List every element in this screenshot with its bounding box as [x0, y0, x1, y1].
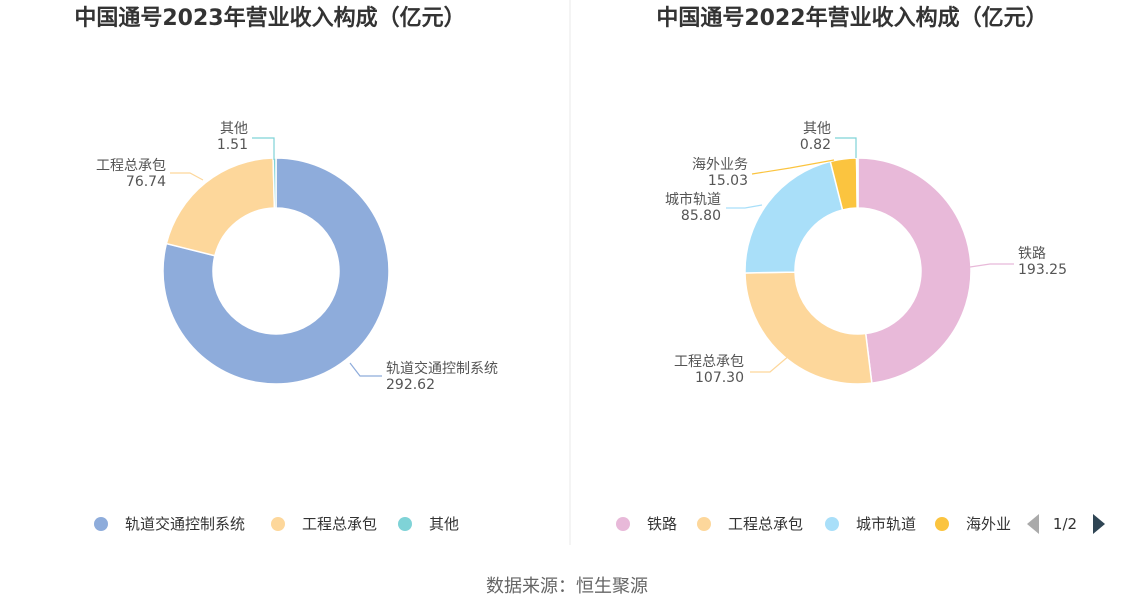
- legend-label[interactable]: 工程总承包: [728, 515, 803, 533]
- chart-title-2022: 中国通号2022年营业收入构成（亿元）: [656, 5, 1047, 31]
- slice-category-label: 工程总承包: [96, 158, 166, 174]
- donut-slice-0[interactable]: [857, 157, 972, 384]
- legend-marker[interactable]: [94, 517, 108, 531]
- slice-value-label: 1.51: [217, 137, 248, 153]
- slice-value-label: 193.25: [1018, 262, 1067, 278]
- label-leader-line: [969, 263, 1014, 268]
- legend-marker[interactable]: [398, 517, 412, 531]
- slice-category-label: 铁路: [1018, 246, 1046, 262]
- legend-label[interactable]: 海外业: [966, 515, 1011, 533]
- donut-slice-1[interactable]: [744, 271, 873, 385]
- legend-label[interactable]: 轨道交通控制系统: [125, 515, 245, 533]
- legend-next-icon[interactable]: [1093, 514, 1105, 534]
- legend-pager: 1/2: [1027, 514, 1105, 534]
- legend-page-indicator: 1/2: [1053, 515, 1077, 533]
- donut-slice-4[interactable]: [855, 157, 859, 209]
- slice-value-label: 107.30: [695, 370, 744, 386]
- slice-value-label: 85.80: [681, 208, 721, 224]
- slice-value-label: 292.62: [386, 377, 435, 393]
- legend-marker[interactable]: [271, 517, 285, 531]
- legend-marker[interactable]: [697, 517, 711, 531]
- label-leader-line: [750, 354, 791, 373]
- legend-2022: 铁路 工程总承包 城市轨道 海外业: [616, 515, 1011, 533]
- legend-prev-icon[interactable]: [1027, 514, 1039, 534]
- slice-value-label: 0.82: [800, 137, 831, 153]
- label-leader-line: [835, 137, 857, 158]
- slice-category-label: 城市轨道: [665, 191, 721, 208]
- legend-label[interactable]: 城市轨道: [856, 515, 916, 533]
- slice-category-label: 轨道交通控制系统: [386, 360, 498, 377]
- donut-2023: [162, 157, 390, 385]
- legend-label[interactable]: 铁路: [647, 515, 677, 533]
- slice-value-label: 76.74: [126, 174, 166, 190]
- legend-marker[interactable]: [616, 517, 630, 531]
- label-leader-line: [726, 204, 763, 209]
- label-leader-line: [751, 159, 835, 175]
- slice-category-label: 工程总承包: [674, 354, 744, 370]
- slice-category-label: 海外业务: [692, 157, 748, 173]
- slice-value-label: 15.03: [708, 173, 748, 189]
- legend-marker[interactable]: [825, 517, 839, 531]
- donut-2022: [744, 157, 972, 385]
- slice-category-label: 其他: [220, 121, 248, 137]
- legend-label[interactable]: 其他: [429, 515, 459, 533]
- label-leader-line: [252, 137, 275, 160]
- chart-title-2023: 中国通号2023年营业收入构成（亿元）: [74, 5, 465, 31]
- label-leader-line: [170, 172, 204, 181]
- donut-slice-2[interactable]: [744, 160, 844, 274]
- legend-label[interactable]: 工程总承包: [302, 515, 377, 533]
- data-source-note: 数据来源：恒生聚源: [486, 576, 648, 597]
- slice-category-label: 其他: [803, 121, 831, 137]
- legend-2023: 轨道交通控制系统 工程总承包 其他: [94, 515, 459, 533]
- label-leader-line: [349, 362, 382, 377]
- legend-marker[interactable]: [935, 517, 949, 531]
- donut-slice-0[interactable]: [162, 157, 390, 385]
- donut-slice-2[interactable]: [272, 157, 277, 209]
